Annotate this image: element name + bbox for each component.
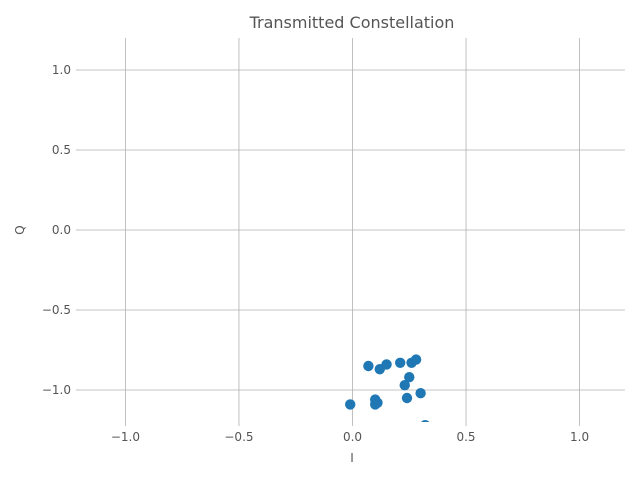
y-tick-label: 0.5 (52, 143, 71, 157)
y-axis-ticks: 1.0 0.5 0.0 −0.5 −1.0 (42, 63, 80, 397)
scatter-point (410, 354, 422, 365)
scatter-point (401, 392, 413, 404)
scatter-point (415, 388, 426, 399)
scatter-point (370, 399, 381, 410)
grid (80, 38, 625, 422)
scatter-point (404, 372, 415, 383)
scatter-point (381, 359, 392, 370)
scatter-point (394, 357, 406, 368)
x-axis-label: I (350, 451, 354, 465)
x-tick-label: −0.5 (224, 430, 253, 444)
scatter-point (421, 420, 430, 422)
x-axis-ticks: −1.0 −0.5 0.0 0.5 1.0 (111, 422, 589, 444)
x-tick-label: −1.0 (111, 430, 140, 444)
y-tick-label: 1.0 (52, 63, 71, 77)
data-points (345, 354, 430, 422)
x-tick-label: 0.0 (343, 430, 362, 444)
y-tick-label: −0.5 (42, 303, 71, 317)
scatter-point (399, 380, 410, 391)
y-axis-label: Q (13, 225, 27, 234)
chart-title: Transmitted Constellation (249, 13, 455, 32)
x-tick-label: 0.5 (456, 430, 475, 444)
x-tick-label: 1.0 (570, 430, 589, 444)
y-tick-label: 0.0 (52, 223, 71, 237)
scatter-point (345, 399, 356, 410)
y-tick-label: −1.0 (42, 383, 71, 397)
scatter-point (363, 360, 374, 372)
